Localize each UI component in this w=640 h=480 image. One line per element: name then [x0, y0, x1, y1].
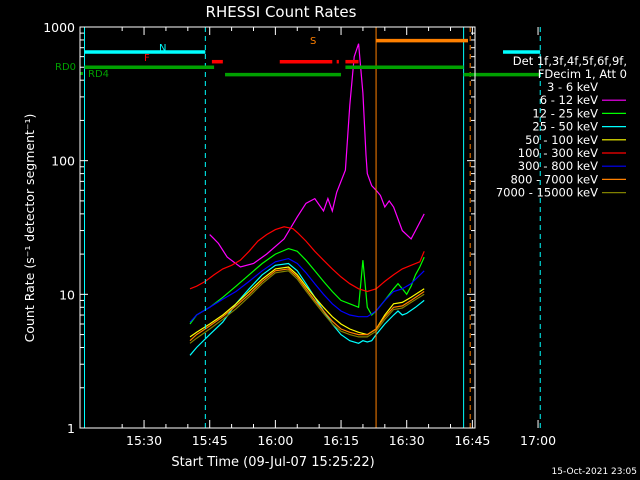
flag-label-rd0: RD0: [55, 62, 76, 73]
legend-header-line: Det 1f,3f,4f,5f,6f,9f,: [513, 54, 627, 68]
x-tick-label: 15:45: [192, 433, 228, 448]
flag-label-f: F: [144, 53, 150, 64]
x-tick-label: 17:00: [520, 433, 556, 448]
series-line-2: [189, 247, 425, 325]
legend-entry-label: 100 - 300 keV: [518, 146, 598, 160]
x-tick-label: 16:15: [323, 433, 359, 448]
legend-entry-label: 3 - 6 keV: [547, 80, 598, 94]
legend-entry-label: 300 - 800 keV: [518, 159, 598, 173]
series-line-5: [189, 226, 425, 293]
legend-header-line: FDecim 1, Att 0: [538, 67, 627, 81]
series-line-8: [189, 270, 425, 344]
legend: Det 1f,3f,4f,5f,6f,9f,FDecim 1, Att 03 -…: [496, 54, 627, 200]
footer-date: 15-Oct-2021 23:05: [552, 467, 637, 477]
plot-frame: [79, 26, 476, 429]
legend-entry-label: 12 - 25 keV: [532, 106, 598, 120]
x-tick-label: 16:45: [454, 433, 490, 448]
x-tick-label: 16:30: [389, 433, 425, 448]
flag-label-rd4: RD4: [88, 69, 109, 80]
x-tick-label: 15:30: [126, 433, 162, 448]
series-line-1: [209, 43, 425, 268]
y-tick-label: 1000: [43, 20, 75, 35]
legend-entry-label: 7000 - 15000 keV: [496, 186, 598, 200]
plot-area: RD0 RD4 NF S 15:30 15:45 16:00 16:15 16:30 16:45 1…: [43, 20, 556, 448]
flag-label-s: S: [310, 36, 316, 47]
legend-entry-label: 800 - 7000 keV: [510, 172, 598, 186]
y-tick-label: 10: [59, 287, 75, 302]
series-line-4: [189, 266, 425, 338]
legend-entry-label: 25 - 50 keV: [532, 120, 598, 134]
y-tick-label: 100: [51, 154, 75, 169]
x-tick-label: 16:00: [257, 433, 293, 448]
legend-entry-label: 50 - 100 keV: [525, 133, 598, 147]
series-line-7: [189, 268, 425, 342]
series-line-6: [189, 257, 425, 323]
y-tick-label: 1: [67, 421, 75, 436]
flag-label-n: N: [159, 43, 166, 54]
x-axis-label: Start Time (09-Jul-07 15:25:22): [171, 455, 374, 470]
chart-title: RHESSI Count Rates: [206, 3, 357, 21]
rd4-marker: [80, 72, 83, 75]
legend-entry-label: 6 - 12 keV: [540, 93, 598, 107]
series-line-3: [189, 262, 425, 356]
y-axis-label: Count Rate (s⁻¹ detector segment⁻¹): [22, 114, 37, 343]
series-line-0: [187, 51, 425, 280]
